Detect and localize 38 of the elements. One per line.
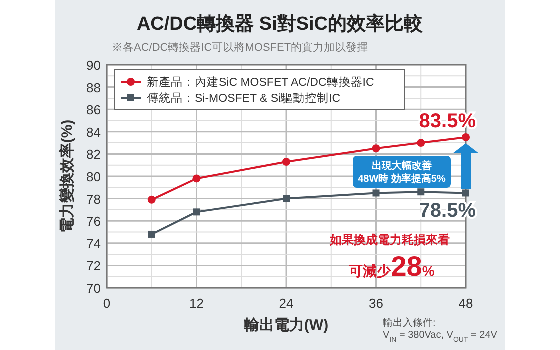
x-tick-label: 0: [103, 296, 111, 311]
point: [283, 195, 290, 202]
chart-title: AC/DC轉換器 Si對SiC的效率比較: [136, 13, 424, 35]
y-tick-label: 82: [86, 147, 101, 162]
point: [193, 208, 200, 216]
point: [282, 158, 290, 166]
point: [148, 230, 156, 238]
y-tick-label: 74: [86, 236, 101, 252]
x-axis-title: 輸出電力(W): [243, 317, 329, 334]
x-tick-label: 36: [369, 296, 384, 311]
y-axis-title: 電力變換效率(%): [58, 120, 76, 234]
point: [418, 188, 425, 196]
annotation: 如果換成電力耗損來看: [329, 233, 450, 247]
x-tick-label: 24: [279, 296, 294, 311]
y-tick-label: 86: [86, 102, 101, 118]
text: 輸出入條件: V$_{IN}$ = 380Vac, V$_{OUT}$ = 24V: [383, 317, 498, 344]
x-tick-label: 48: [458, 296, 474, 311]
y-tick-label: 70: [86, 281, 101, 296]
point: [417, 139, 426, 148]
legend-label: 傳統品：Si-MOSFET & Si驅動控制IC: [146, 92, 341, 105]
y-tick-label: 72: [86, 258, 101, 274]
point: [462, 190, 470, 197]
y-tick-label: 76: [86, 214, 101, 230]
point: [462, 133, 470, 142]
point: [148, 196, 156, 204]
chart-subtitle: ※各AC/DC轉換器IC可以將MOSFET的實力加以發揮: [112, 41, 368, 54]
annotation: 出現大幅改善 48W時 効率提高5%: [358, 160, 446, 185]
y-tick-label: 80: [86, 170, 101, 184]
y-tick-label: 78: [86, 192, 101, 207]
y-tick-label: 84: [86, 124, 101, 140]
x-tick-label: 12: [190, 296, 204, 311]
point: [372, 144, 380, 153]
legend-label: 新產品：內建SiC MOSFET AC/DC轉換器IC: [147, 75, 374, 89]
point: [372, 190, 380, 197]
point: [192, 174, 201, 183]
annotation: 可減少28%: [348, 251, 436, 282]
y-tick-label: 90: [86, 58, 101, 73]
y-tick-label: 88: [86, 80, 101, 96]
